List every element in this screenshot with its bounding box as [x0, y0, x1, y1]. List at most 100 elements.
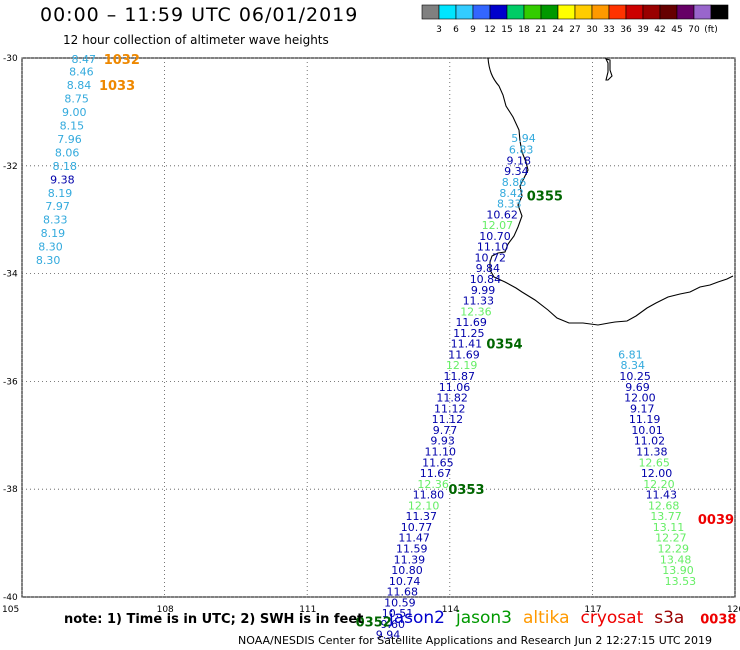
legend-jason2: jason2: [389, 608, 445, 628]
legend-altika: altika: [523, 608, 570, 628]
wave-height-label: 5.94: [511, 132, 536, 145]
lat-tick-label: -40: [3, 593, 18, 603]
wave-height-label: 11.67: [420, 467, 452, 480]
wave-height-label: 8.34: [621, 359, 646, 372]
wave-height-label: 11.69: [448, 348, 480, 361]
wave-labels: 8.478.468.848.759.008.157.968.068.189.38…: [36, 53, 737, 642]
wave-height-label: 13.90: [662, 564, 694, 577]
wave-height-label: 8.15: [60, 119, 85, 132]
wave-height-label: 11.68: [387, 586, 419, 599]
wave-height-label: 8.42: [499, 187, 524, 200]
wave-height-label: 10.62: [486, 208, 518, 221]
lat-tick-label: -32: [3, 162, 18, 172]
pass-time-label: 0039: [698, 513, 734, 528]
wave-height-label: 11.47: [398, 532, 430, 545]
scale-swatch: [710, 4, 729, 20]
wave-height-label: 11.82: [436, 392, 468, 405]
lon-tick-label: 111: [299, 605, 316, 615]
wave-height-label: 11.06: [439, 381, 471, 394]
wave-height-label: 11.33: [463, 295, 495, 308]
wave-height-label: 11.25: [453, 327, 485, 340]
scale-label: 9: [470, 25, 476, 34]
wave-height-label: 9.99: [471, 284, 496, 297]
pass-time-label: 1033: [99, 79, 135, 94]
wave-height-label: 11.80: [413, 489, 445, 502]
wave-height-label: 8.06: [55, 146, 80, 159]
scale-label: 6: [453, 25, 459, 34]
wave-height-label: 10.72: [474, 251, 506, 264]
scale-label: 39: [637, 25, 649, 34]
wave-height-label: 11.19: [629, 413, 661, 426]
wave-height-label: 8.75: [64, 92, 89, 105]
map-frame: [21, 57, 736, 598]
wave-height-label: 10.25: [619, 370, 651, 383]
coastline: [487, 57, 734, 326]
wave-height-label: 10.59: [384, 596, 416, 609]
credit-line: NOAA/NESDIS Center for Satellite Applica…: [238, 634, 713, 647]
wave-height-label: 9.18: [506, 154, 531, 167]
wave-height-label: 9.34: [504, 165, 529, 178]
wave-height-label: 12.29: [657, 542, 689, 555]
lon-tick-label: 105: [2, 605, 19, 615]
wave-height-label: 11.59: [396, 542, 428, 555]
scale-label: 42: [654, 25, 665, 34]
wave-height-label: 8.19: [48, 187, 73, 200]
scale-label: 12: [484, 25, 495, 34]
wave-height-label: 10.70: [479, 230, 511, 243]
legend-jason3: jason3: [456, 608, 512, 628]
wave-height-label: 11.37: [406, 510, 438, 523]
legend-s3a: s3a: [654, 608, 685, 628]
wave-height-label: 10.80: [391, 564, 423, 577]
legend-cryosat: cryosat: [580, 608, 644, 628]
scale-label: 70: [688, 25, 700, 34]
wave-height-label: 11.12: [432, 413, 464, 426]
pass-time-label: 0354: [486, 338, 522, 353]
wave-height-label: 10.84: [470, 273, 502, 286]
wave-height-label: 8.84: [67, 79, 92, 92]
wave-height-label: 8.19: [41, 227, 66, 240]
scale-label: (ft): [704, 25, 718, 34]
wave-height-label: 13.11: [653, 521, 685, 534]
wave-height-label: 12.68: [648, 499, 680, 512]
map-title: 00:00 – 11:59 UTC 06/01/2019: [40, 4, 359, 26]
wave-height-label: 12.36: [460, 305, 492, 318]
pass-time-label: 0353: [448, 483, 484, 498]
wave-height-label: 11.10: [425, 445, 457, 458]
satellite-legend: jason2 jason3 altika cryosat s3a: [389, 608, 695, 628]
scale-label: 45: [671, 25, 682, 34]
wave-height-label: 8.46: [69, 65, 94, 78]
scale-label: 30: [586, 25, 598, 34]
lat-tick-label: -36: [3, 377, 18, 387]
wave-height-label: 10.74: [389, 575, 421, 588]
scale-label: 21: [535, 25, 546, 34]
wave-height-label: 8.18: [53, 160, 78, 173]
wave-height-label: 11.38: [636, 445, 668, 458]
wave-height-label: 8.86: [502, 176, 527, 189]
wave-height-label: 11.10: [477, 241, 509, 254]
wave-height-label: 9.69: [625, 381, 650, 394]
lon-tick-label: 120: [727, 605, 740, 615]
wave-height-label: 9.77: [433, 424, 458, 437]
coastline-path: [487, 57, 734, 326]
lon-tick-label: 114: [442, 605, 459, 615]
wave-height-label: 13.48: [660, 553, 692, 566]
scale-label: 24: [552, 25, 564, 34]
map-grid: -30 -32 -34 -36 -38 -40 105 108 111 114 117 120: [2, 54, 740, 615]
wave-height-label: 11.65: [422, 456, 454, 469]
pass-time-label: 0352: [356, 615, 392, 630]
wave-height-label: 10.01: [631, 424, 663, 437]
color-scale: 3 6 9 12 15 18 21 24 27 30 33 36 39 42 45 70 (ft): [421, 4, 729, 34]
wave-height-label: 7.97: [45, 200, 70, 213]
scale-label: 18: [518, 25, 530, 34]
wave-height-label: 11.43: [646, 489, 678, 502]
wave-height-label: 12.20: [643, 478, 675, 491]
lat-tick-label: -38: [3, 485, 18, 495]
wave-height-label: 12.65: [638, 456, 670, 469]
wave-height-label: 12.27: [655, 532, 687, 545]
wave-height-label: 10.77: [401, 521, 433, 534]
wave-height-label: 11.41: [451, 338, 483, 351]
wave-height-label: 13.53: [665, 575, 697, 588]
wave-height-label: 6.81: [618, 348, 643, 361]
wave-height-label: 11.12: [434, 402, 466, 415]
lon-tick-label: 117: [584, 605, 601, 615]
